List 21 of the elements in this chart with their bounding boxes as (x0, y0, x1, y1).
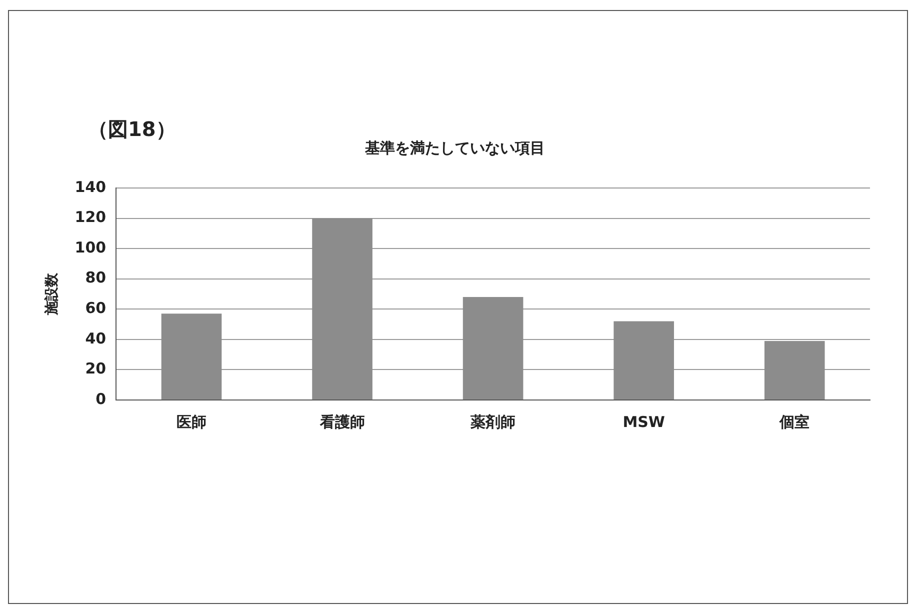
x-tick-label: 医師 (176, 412, 206, 431)
bar (764, 340, 825, 400)
bar (312, 218, 372, 400)
y-tick-label: 40 (85, 329, 106, 348)
x-tick-label: 薬剤師 (470, 412, 516, 431)
y-tick-label: 80 (85, 268, 106, 287)
y-tick-label: 140 (74, 178, 106, 196)
x-tick-label: 個室 (778, 412, 810, 431)
y-tick-label: 60 (85, 299, 106, 318)
y-tick-label: 20 (85, 360, 106, 378)
y-tick-label: 120 (74, 208, 106, 226)
y-axis-title: 施設数 (44, 272, 60, 316)
y-tick-label: 100 (74, 238, 106, 256)
text: （図18） (88, 116, 176, 143)
x-tick-label: MSW (622, 412, 666, 431)
bar (161, 314, 222, 400)
chart-title: 基準を満たしていない項目 (364, 138, 545, 157)
bar (462, 297, 524, 400)
x-tick-label: 看護師 (318, 412, 365, 431)
bar (614, 321, 674, 400)
y-tick-label: 0 (96, 390, 106, 408)
